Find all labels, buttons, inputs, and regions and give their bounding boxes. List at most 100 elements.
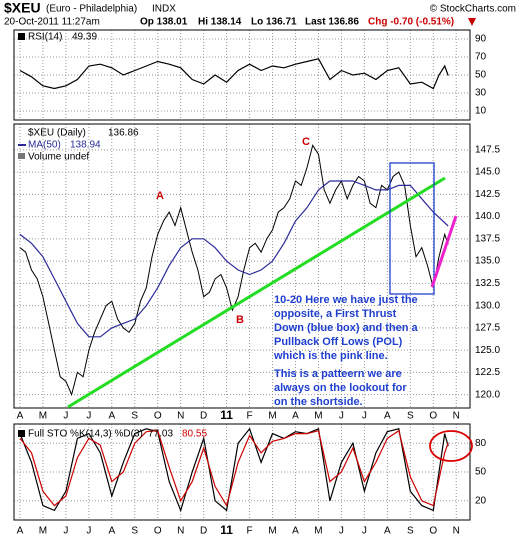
x-tick-label: M	[268, 411, 276, 422]
legend-label: RSI(14)	[28, 32, 62, 43]
y-tick-label: 50	[475, 70, 487, 81]
x-tick-label: M	[39, 411, 47, 422]
note-line: on the shortside.	[274, 396, 363, 408]
high: Hi 138.14	[198, 17, 242, 28]
panel	[14, 124, 470, 408]
change: Chg -0.70 (-0.51%)	[368, 17, 454, 28]
x-tick-label: N	[177, 411, 184, 422]
legend-swatch	[18, 33, 25, 40]
y-tick-label: 50	[475, 467, 487, 478]
y-tick-label: 142.5	[475, 189, 500, 200]
legend-value: 136.86	[108, 128, 139, 139]
legend-swatch	[18, 153, 25, 159]
x-tick-label: A	[384, 526, 391, 537]
y-tick-label: 90	[475, 34, 487, 45]
x-tick-label: S	[407, 411, 414, 422]
legend-value: 77.03	[148, 429, 173, 440]
y-tick-label: 10	[475, 106, 487, 117]
y-tick-label: 140.0	[475, 211, 500, 222]
legend-note: Volume undef	[28, 152, 89, 163]
last: Last 136.86	[305, 17, 359, 28]
x-tick-label: O	[154, 526, 162, 537]
open: Op 138.01	[140, 17, 188, 28]
note-line: 10-20 Here we have just the	[274, 294, 418, 306]
x-tick-label: A	[384, 411, 391, 422]
x-tick-label: O	[154, 411, 162, 422]
low: Lo 136.71	[251, 17, 297, 28]
series-line	[19, 58, 449, 90]
y-tick-label: 130.0	[475, 300, 500, 311]
note-line: which is the pink line.	[273, 350, 388, 362]
y-tick-label: 70	[475, 52, 487, 63]
x-tick-label: J	[63, 526, 68, 537]
note-line: Pullback Off Lows (POL)	[274, 336, 403, 348]
x-tick-label: S	[131, 526, 138, 537]
x-tick-label: 11	[220, 523, 233, 537]
date: 20-Oct-2011 11:27am	[4, 17, 100, 28]
x-tick-label: J	[86, 411, 91, 422]
note-line: always on the lookout for	[274, 382, 407, 394]
pullback-line	[430, 215, 458, 288]
y-tick-label: 20	[475, 495, 487, 506]
x-tick-label: D	[200, 411, 207, 422]
y-tick-label: 132.5	[475, 278, 500, 289]
x-tick-label: A	[17, 526, 24, 537]
annotation-letter: C	[302, 136, 310, 148]
series-line	[19, 429, 449, 508]
x-tick-label: O	[429, 526, 437, 537]
down-arrow	[468, 18, 476, 26]
x-tick-label: N	[177, 526, 184, 537]
note-line: This is a patteern we are	[274, 368, 402, 380]
exchange: INDX	[152, 4, 176, 15]
panel-border	[13, 423, 471, 521]
x-tick-label: N	[453, 411, 460, 422]
y-tick-label: 135.0	[475, 256, 500, 267]
x-tick-label: J	[86, 526, 91, 537]
x-tick-label: 11	[220, 408, 233, 422]
annotation-letter: A	[156, 190, 164, 202]
first-thrust-box	[389, 162, 435, 295]
annotation-letter: B	[236, 314, 244, 326]
y-tick-label: 122.5	[475, 367, 500, 378]
x-tick-label: M	[39, 526, 47, 537]
x-tick-label: A	[108, 526, 115, 537]
legend-value: 49.39	[72, 32, 97, 43]
x-tick-label: F	[247, 411, 253, 422]
chart-title: Full STO %K(14,3) %D(3)	[28, 429, 143, 440]
y-tick-label: 125.0	[475, 345, 500, 356]
x-tick-label: F	[247, 526, 253, 537]
y-tick-label: 145.0	[475, 167, 500, 178]
panel-border	[13, 123, 471, 409]
legend-swatch	[18, 430, 25, 437]
series-line	[19, 144, 449, 397]
y-tick-label: 30	[475, 88, 487, 99]
x-tick-label: M	[268, 526, 276, 537]
y-tick-label: 137.5	[475, 233, 500, 244]
y-tick-label: 147.5	[475, 144, 500, 155]
x-tick-label: A	[17, 411, 24, 422]
x-tick-label: A	[292, 411, 299, 422]
legend-label: MA(50)	[28, 140, 61, 151]
x-tick-label: J	[362, 411, 367, 422]
y-tick-label: 80	[475, 438, 487, 449]
note-line: Down (blue box) and then a	[274, 322, 418, 334]
x-tick-label: A	[108, 411, 115, 422]
symbol: $XEU	[4, 0, 41, 16]
note-line: opposite, a First Thrust	[274, 308, 397, 320]
symbol-name: (Euro - Philadelphia)	[46, 4, 137, 15]
x-tick-label: J	[63, 411, 68, 422]
legend-value: 80.55	[182, 429, 207, 440]
x-tick-label: D	[200, 526, 207, 537]
x-tick-label: S	[407, 526, 414, 537]
y-tick-label: 127.5	[475, 323, 500, 334]
x-tick-label: J	[339, 526, 344, 537]
x-tick-label: M	[314, 411, 322, 422]
x-tick-label: A	[292, 526, 299, 537]
legend-value: 138.94	[70, 140, 101, 151]
x-tick-label: S	[131, 411, 138, 422]
x-tick-label: M	[314, 526, 322, 537]
x-tick-label: J	[362, 526, 367, 537]
source: © StockCharts.com	[430, 4, 516, 15]
x-tick-label: O	[429, 411, 437, 422]
